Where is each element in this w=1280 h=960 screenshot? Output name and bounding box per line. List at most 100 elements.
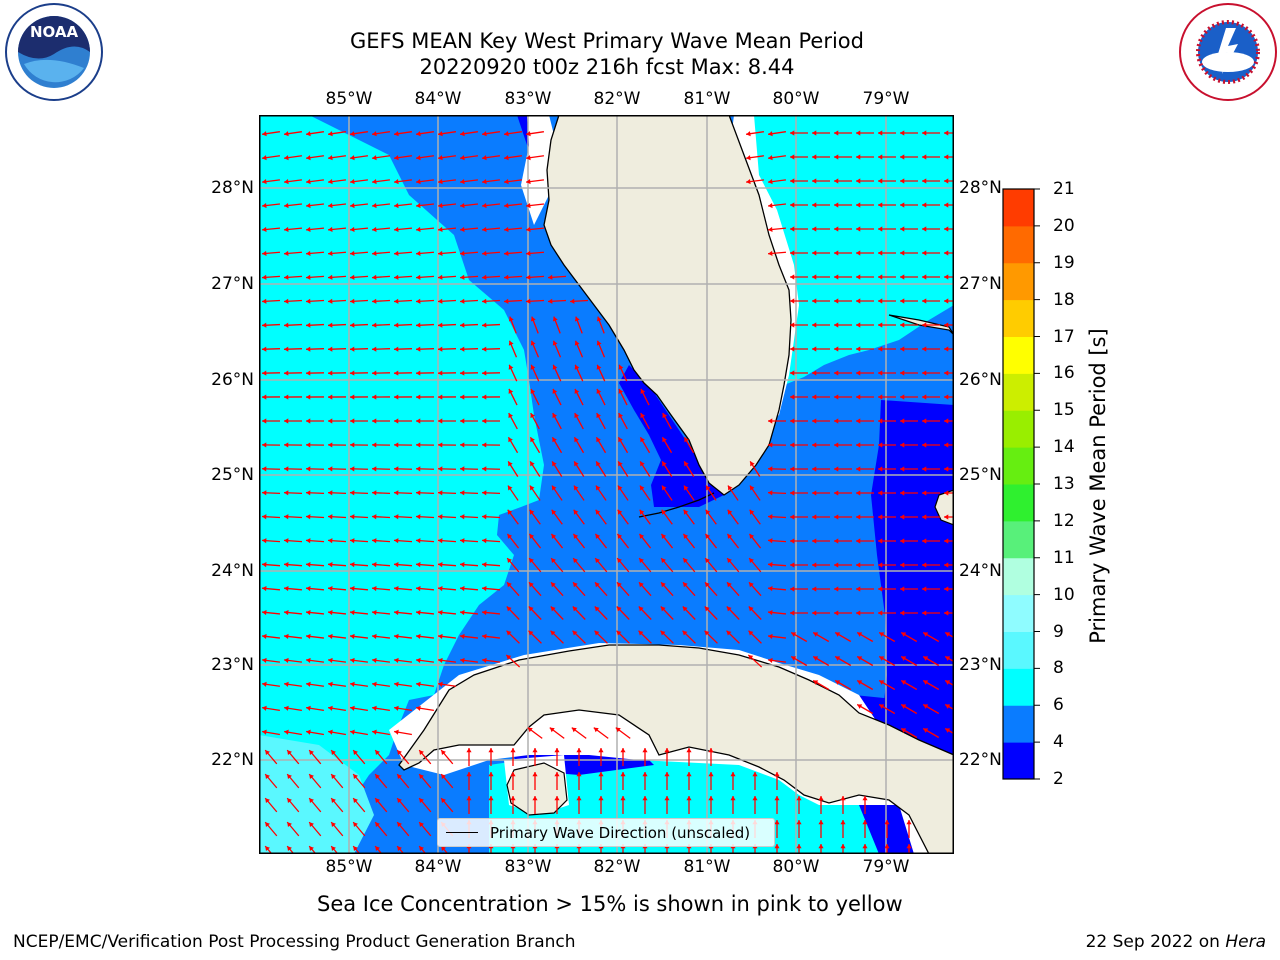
wave-arrow-head (550, 582, 556, 588)
wave-arrow-head (328, 250, 333, 256)
lat-label-left: 22°N (211, 750, 254, 770)
wave-arrow-head (768, 514, 773, 520)
wave-arrow-head (550, 630, 556, 636)
wave-arrow-head (460, 274, 465, 280)
wave-arrow-head (574, 413, 580, 419)
colorbar-tick-label: 13 (1053, 474, 1075, 494)
wave-arrow-head (813, 632, 819, 637)
wave-arrow-head (922, 250, 927, 256)
wave-arrow-head (618, 364, 624, 370)
wave-arrow-head (507, 485, 513, 491)
wave-arrow-head (353, 846, 358, 852)
wave-arrow-head (857, 656, 863, 661)
wave-arrow-head (790, 586, 795, 592)
wave-arrow-head (508, 461, 513, 467)
wave-arrow-head (901, 680, 907, 685)
wave-arrow-head (856, 562, 861, 568)
wave-arrow-head (596, 461, 601, 467)
wave-arrow-head (328, 394, 333, 400)
lat-label-right: 26°N (959, 370, 1002, 390)
colorbar-tick-label: 18 (1053, 289, 1075, 310)
cuba-island (398, 644, 954, 854)
florida-peninsula (543, 115, 792, 496)
wave-arrow-head (944, 322, 949, 328)
wave-arrow-head (460, 490, 465, 496)
wave-arrow-head (944, 442, 949, 448)
wave-arrow-head (662, 437, 667, 443)
wave-arrow-head (856, 322, 861, 328)
wave-arrow-head (394, 179, 399, 185)
legend-line-sample (446, 832, 478, 833)
wave-arrow-head (660, 630, 666, 636)
wave-arrow-head (944, 226, 949, 232)
wave-arrow-head (813, 656, 819, 661)
wave-arrow-head (834, 226, 839, 232)
wave-arrow-head (328, 562, 333, 568)
wave-arrow-head (372, 418, 377, 424)
wave-arrow-head (768, 202, 773, 209)
wave-arrow-head (856, 226, 861, 232)
wave-arrow-head (438, 155, 443, 161)
wave-arrow-head (704, 582, 710, 588)
wave-arrow-head (922, 298, 927, 304)
wave-arrow-head (416, 131, 421, 137)
wave-arrow-head (834, 466, 839, 472)
wave-arrow-head (884, 844, 890, 849)
wave-arrow-head (306, 514, 311, 520)
wave-arrow-head (834, 154, 839, 160)
wave-arrow-head (306, 681, 311, 687)
wave-arrow-head (834, 586, 839, 592)
wave-arrow-head (394, 394, 399, 400)
wave-arrow-head (834, 322, 839, 328)
wave-arrow-head (284, 514, 289, 520)
wave-arrow-head (350, 514, 355, 520)
wave-arrow-head (879, 704, 885, 709)
wave-arrow-head (460, 514, 465, 520)
wave-arrow-head (394, 514, 399, 520)
wave-arrow-head (460, 442, 465, 448)
lon-label-bottom: 81°W (683, 857, 731, 877)
wave-arrow-head (482, 418, 487, 424)
colorbar-tick-label: 11 (1053, 547, 1075, 568)
wave-arrow-head (504, 298, 509, 304)
footer-credit: NCEP/EMC/Verification Post Processing Pr… (13, 932, 576, 952)
wave-arrow-head (750, 461, 755, 467)
wave-arrow-head (573, 558, 578, 564)
wave-arrow-head (262, 514, 267, 520)
wave-arrow-head (438, 586, 443, 592)
wave-arrow-head (527, 727, 533, 733)
wave-arrow-head (944, 538, 949, 544)
wave-arrow-head (900, 202, 905, 208)
colorbar-tick-label: 17 (1053, 326, 1075, 347)
wave-arrow-head (595, 485, 601, 491)
wave-arrow-head (262, 370, 267, 376)
wave-arrow-head (416, 609, 421, 616)
wave-arrow-head (551, 485, 557, 491)
wave-arrow-head (328, 681, 333, 687)
wave-arrow-head (664, 748, 670, 753)
colorbar-tick-label: 6 (1053, 695, 1064, 716)
wave-arrow-head (549, 727, 555, 733)
wave-arrow-head (284, 657, 289, 663)
wave-arrow-head (328, 609, 333, 616)
wave-arrow-head (438, 609, 443, 616)
map-frame (259, 115, 954, 854)
wave-arrow-head (416, 298, 421, 304)
lat-label-left: 23°N (211, 655, 254, 675)
wave-arrow-head (900, 322, 905, 328)
wave-arrow-head (328, 298, 333, 304)
wave-arrow-head (944, 370, 949, 376)
wave-arrow-head (573, 533, 579, 539)
wave-arrow-head (768, 250, 773, 256)
wave-arrow-head (862, 820, 868, 825)
wave-arrow-head (790, 346, 795, 352)
wave-arrow-head (862, 844, 868, 849)
lat-label-left: 27°N (211, 274, 254, 294)
wave-arrow-head (262, 538, 267, 544)
wave-arrow-head (284, 705, 289, 711)
wave-arrow-head (284, 226, 289, 233)
lon-label-top: 80°W (772, 89, 820, 109)
wave-arrow-head (906, 844, 912, 849)
wave-arrow-head (284, 298, 289, 304)
colorbar-band (1003, 742, 1034, 780)
